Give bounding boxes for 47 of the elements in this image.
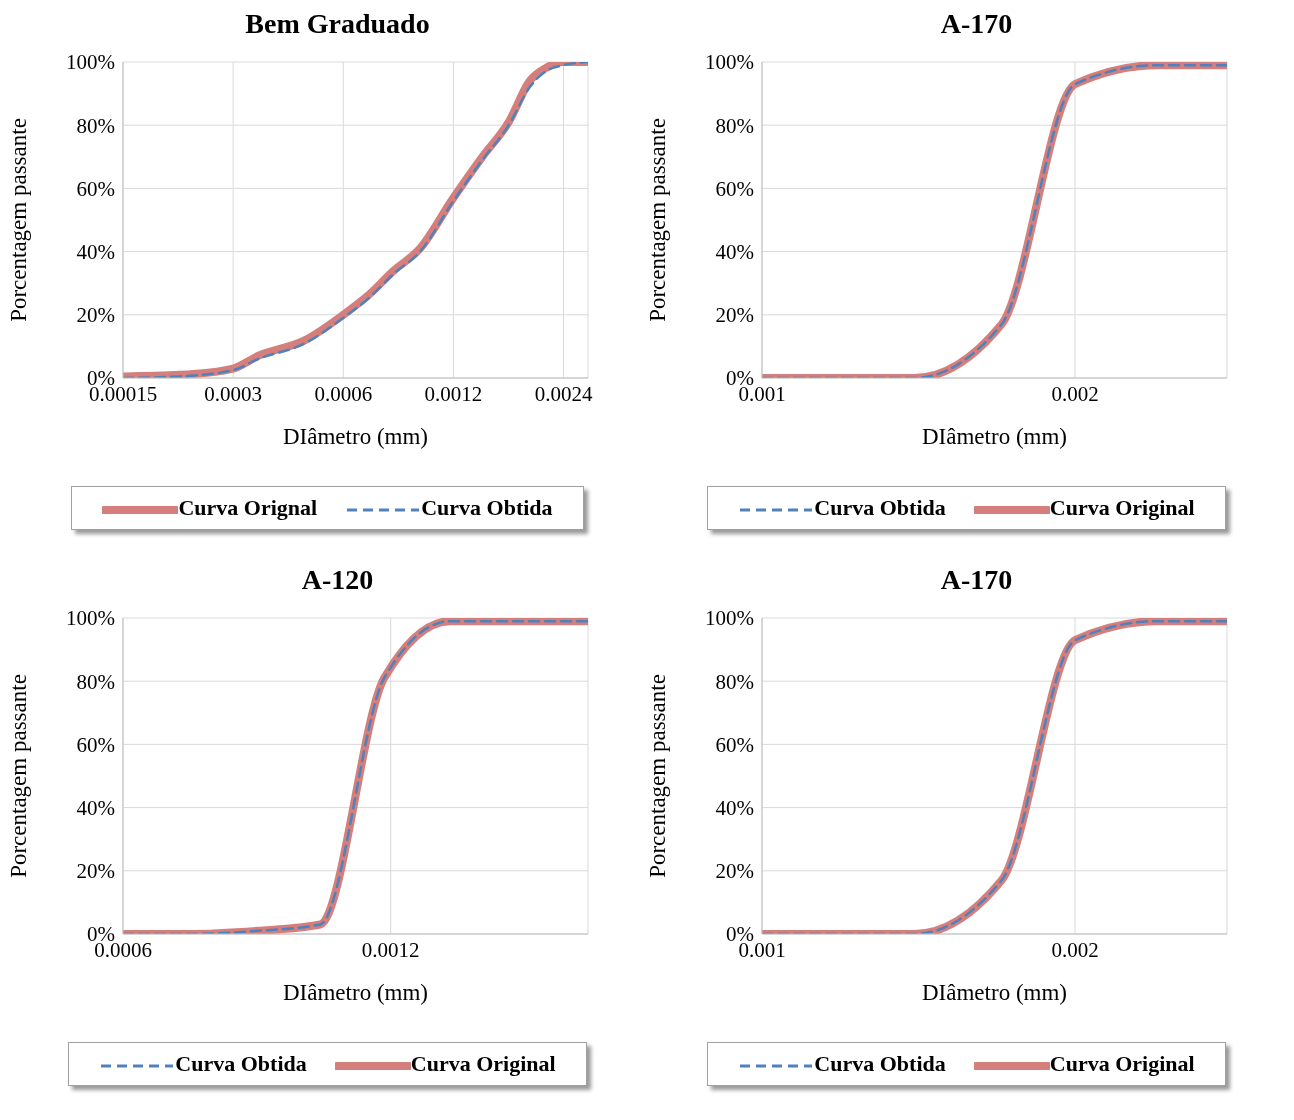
chart-title: A-120 <box>300 564 375 597</box>
legend-label: Curva Obtida <box>813 1051 946 1077</box>
chart-title: Bem Graduado <box>244 8 431 41</box>
y-tick-label: 100% <box>66 606 115 631</box>
y-axis-title: Porcentagem passante <box>645 118 671 322</box>
legend-label: Curva Obtida <box>813 495 946 521</box>
y-tick-label: 20% <box>76 859 115 884</box>
y-axis-title: Porcentagem passante <box>645 674 671 878</box>
legend-label: Curva Original <box>1048 495 1195 521</box>
y-tick-label: 20% <box>715 859 754 884</box>
legend-label: Curva Obtida <box>420 495 553 521</box>
x-axis-title: DIâmetro (mm) <box>922 980 1067 1005</box>
y-tick-label: 40% <box>76 796 115 821</box>
y-tick-label: 20% <box>76 303 115 328</box>
legend-label: Curva Orignal <box>177 495 318 521</box>
legend-label: Curva Original <box>409 1051 556 1077</box>
x-tick-label: 0.0024 <box>534 381 593 406</box>
y-tick-label: 40% <box>76 240 115 265</box>
legend-label: Curva Obtida <box>174 1051 307 1077</box>
y-tick-label: 40% <box>715 240 754 265</box>
y-tick-label: 60% <box>76 176 115 201</box>
y-tick-label: 80% <box>715 113 754 138</box>
x-tick-label: 0.002 <box>1051 381 1099 406</box>
y-tick-label: 20% <box>715 303 754 328</box>
y-tick-label: 60% <box>715 732 754 757</box>
x-tick-label: 0.0012 <box>424 381 483 406</box>
x-tick-label: 0.0006 <box>314 381 373 406</box>
y-tick-label: 100% <box>705 50 754 75</box>
chart-title: A-170 <box>939 564 1014 597</box>
y-axis-title: Porcentagem passante <box>6 674 32 878</box>
x-axis-title: DIâmetro (mm) <box>922 424 1067 449</box>
y-tick-label: 80% <box>76 669 115 694</box>
y-tick-label: 80% <box>715 669 754 694</box>
y-tick-label: 60% <box>76 732 115 757</box>
chart-title: A-170 <box>939 8 1014 41</box>
x-axis-title: DIâmetro (mm) <box>283 980 428 1005</box>
y-tick-label: 60% <box>715 176 754 201</box>
y-tick-label: 100% <box>705 606 754 631</box>
y-axis-title: Porcentagem passante <box>6 118 32 322</box>
y-tick-label: 100% <box>66 50 115 75</box>
y-tick-label: 80% <box>76 113 115 138</box>
x-tick-label: 0.0003 <box>204 381 262 406</box>
x-tick-label: 0.0012 <box>361 937 420 962</box>
y-tick-label: 40% <box>715 796 754 821</box>
x-axis-title: DIâmetro (mm) <box>283 424 428 449</box>
legend-label: Curva Original <box>1048 1051 1195 1077</box>
x-tick-label: 0.002 <box>1051 937 1099 962</box>
